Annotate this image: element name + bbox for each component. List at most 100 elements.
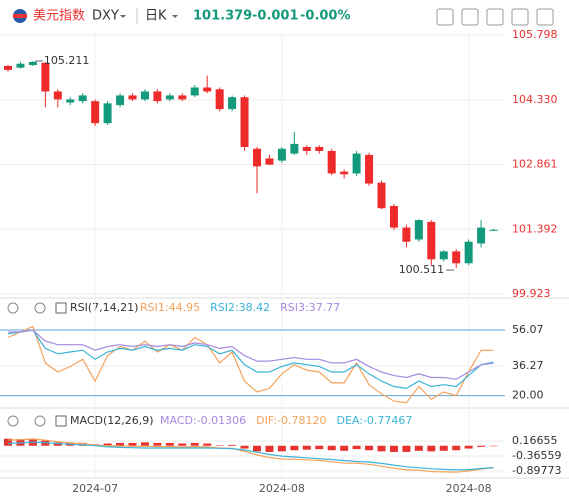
tool-button[interactable] (436, 8, 454, 26)
histogram-bar (414, 445, 423, 451)
histogram-bar (116, 442, 125, 446)
close-icon[interactable] (7, 302, 19, 314)
series-line (7, 325, 494, 404)
candle-body (128, 95, 137, 100)
histogram-bar (352, 445, 361, 450)
histogram-bar (215, 445, 224, 446)
histogram-bar (240, 445, 249, 449)
histogram-bar (389, 445, 398, 452)
histogram-bar (340, 445, 349, 451)
toolbar (436, 8, 554, 26)
price: 101.379 (193, 9, 252, 24)
y-tick-label: 36.27 (512, 359, 544, 372)
histogram-bar (477, 445, 486, 447)
histogram-bar (327, 445, 336, 451)
tool-button[interactable] (536, 8, 554, 26)
histogram-bar (402, 445, 411, 452)
histogram-bar (203, 443, 212, 446)
histogram-bar (140, 442, 149, 446)
candle-body (402, 227, 411, 242)
indicator-title: RSI(7,14,21) (70, 301, 138, 314)
checkbox[interactable] (55, 302, 67, 314)
candle-body (41, 62, 50, 92)
histogram-bar (265, 445, 274, 452)
candle-body (116, 95, 125, 106)
settings-icon[interactable] (34, 415, 46, 427)
candle-body (365, 154, 374, 184)
candle-body (352, 153, 361, 174)
dropdown-arrow[interactable] (172, 15, 178, 18)
checkbox[interactable] (55, 415, 67, 427)
histogram-bar (427, 445, 436, 452)
candle-body (165, 95, 174, 100)
series-line (7, 329, 494, 390)
candle-body (302, 146, 311, 151)
candle-body (265, 158, 274, 165)
dropdown-arrow[interactable] (120, 15, 126, 18)
candle-body (215, 89, 224, 110)
close-icon[interactable] (7, 415, 19, 427)
period[interactable]: 日K (145, 9, 167, 24)
candle-body (389, 206, 398, 228)
candle-body (464, 241, 473, 264)
candle-body (327, 150, 336, 174)
candle-body (28, 61, 37, 66)
legend-entry: MACD:-0.01306 (160, 414, 246, 427)
flag-stripe (13, 14, 27, 18)
candle-body (140, 91, 149, 100)
tool-button[interactable] (486, 8, 504, 26)
instrument-name: 美元指数 (33, 9, 85, 24)
histogram-bar (4, 438, 12, 446)
histogram-bar (290, 445, 299, 451)
y-tick-label: 105.798 (512, 28, 558, 41)
candle-body (477, 227, 486, 244)
candle-body (228, 97, 237, 110)
candle-body (290, 143, 299, 154)
candle-body (78, 95, 87, 102)
x-tick-label: 2024-08 (259, 482, 305, 495)
y-tick-label: 99.923 (512, 287, 551, 300)
candle-body (4, 65, 12, 70)
indicator-title: MACD(12,26,9) (70, 414, 154, 427)
histogram-bar (377, 445, 386, 452)
change: -0.001 (252, 9, 299, 24)
settings-icon[interactable] (34, 302, 46, 314)
candle-body (190, 87, 199, 96)
histogram-bar (103, 443, 112, 446)
series-line (7, 438, 494, 473)
candle-body (153, 91, 162, 102)
tool-button[interactable] (511, 8, 529, 26)
histogram-bar (153, 442, 162, 446)
histogram-bar (128, 442, 137, 446)
legend-entry: RSI1:44.95 (140, 301, 200, 314)
x-tick-label: 2024-08 (446, 482, 492, 495)
change-pct: -0.00% (300, 9, 351, 24)
tool-button[interactable] (461, 8, 479, 26)
legend-entry: RSI3:37.77 (280, 301, 340, 314)
candle-body (91, 101, 100, 124)
histogram-bar (464, 445, 473, 449)
legend-entry: RSI2:38.42 (210, 301, 270, 314)
y-tick-label: 101.392 (512, 222, 558, 235)
candle-body (16, 63, 25, 68)
histogram-bar (365, 445, 374, 451)
candle-body (340, 171, 349, 175)
candle-body (414, 220, 423, 240)
candle-body (377, 182, 386, 209)
candle-body (489, 229, 498, 231)
candle-body (66, 99, 75, 103)
y-tick-label: 0.16655 (512, 434, 558, 447)
min-label: 100.511 (399, 263, 445, 276)
series-line (7, 441, 494, 471)
histogram-bar (228, 444, 237, 446)
histogram-bar (178, 443, 187, 446)
x-tick-label: 2024-07 (72, 482, 118, 495)
symbol[interactable]: DXY (92, 9, 119, 24)
histogram-bar (41, 440, 50, 446)
candle-body (53, 91, 62, 100)
y-tick-label: -0.36559 (512, 449, 561, 462)
candle-body (277, 148, 286, 161)
candle-body (178, 95, 187, 100)
candle-body (253, 148, 261, 167)
